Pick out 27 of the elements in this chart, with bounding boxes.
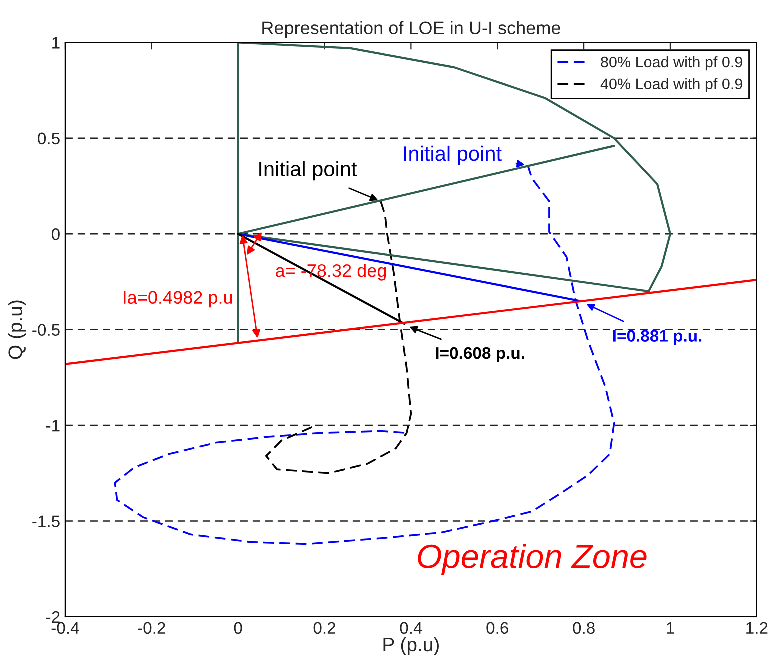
x-tick-label: -0.2	[138, 622, 166, 634]
legend-label: 40% Load with pf 0.9	[600, 78, 742, 93]
y-axis-title: Q (p.u)	[8, 300, 26, 360]
x-axis-title: P (p.u)	[384, 637, 439, 656]
y-tick-label: -1	[46, 420, 60, 432]
y-tick-label: 0.5	[38, 132, 60, 145]
annotation: I=0.608 p.u.	[436, 347, 524, 362]
y-tick-label: 1	[52, 37, 60, 49]
x-tick-label: 0.6	[486, 622, 508, 634]
x-tick-label: 1.2	[746, 622, 768, 634]
legend-label: 80% Load with pf 0.9	[601, 56, 742, 71]
x-tick-label: 0.2	[314, 622, 336, 634]
y-tick-label: -0.5	[32, 324, 60, 336]
y-tick-label: 0	[52, 228, 60, 240]
y-tick-label: -2	[46, 611, 60, 624]
x-tick-label: 0.4	[400, 622, 422, 634]
y-tick-label: -1.5	[32, 516, 60, 528]
x-tick-label: 0	[234, 622, 242, 634]
x-tick-label: 1	[667, 622, 674, 634]
annotation: Initial point	[260, 161, 358, 181]
annotation: I=0.881 p.u.	[613, 330, 702, 346]
annotation: Operation Zone	[418, 544, 647, 576]
chart-title: Representation of LOE in U-I scheme	[262, 21, 560, 38]
x-tick-label: 0.8	[573, 622, 595, 634]
x-tick-label: -0.4	[52, 622, 80, 634]
annotation: Initial point	[404, 146, 502, 166]
annotation: Ia=0.4982 p.u	[124, 291, 232, 308]
